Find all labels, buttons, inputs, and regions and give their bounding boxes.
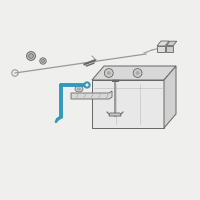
Polygon shape [92, 80, 164, 128]
Polygon shape [164, 66, 176, 128]
Circle shape [27, 52, 35, 60]
Bar [166, 46, 173, 52]
Ellipse shape [77, 87, 81, 90]
Circle shape [40, 58, 46, 64]
Circle shape [29, 54, 33, 58]
Polygon shape [157, 41, 169, 46]
Circle shape [104, 69, 113, 77]
Polygon shape [166, 41, 177, 46]
Polygon shape [92, 66, 176, 80]
Circle shape [136, 71, 140, 75]
Polygon shape [109, 113, 121, 116]
Circle shape [41, 59, 45, 63]
Circle shape [84, 82, 90, 88]
Bar [157, 46, 165, 52]
Circle shape [133, 69, 142, 77]
Circle shape [107, 71, 111, 75]
Polygon shape [71, 91, 112, 99]
Ellipse shape [75, 86, 83, 92]
